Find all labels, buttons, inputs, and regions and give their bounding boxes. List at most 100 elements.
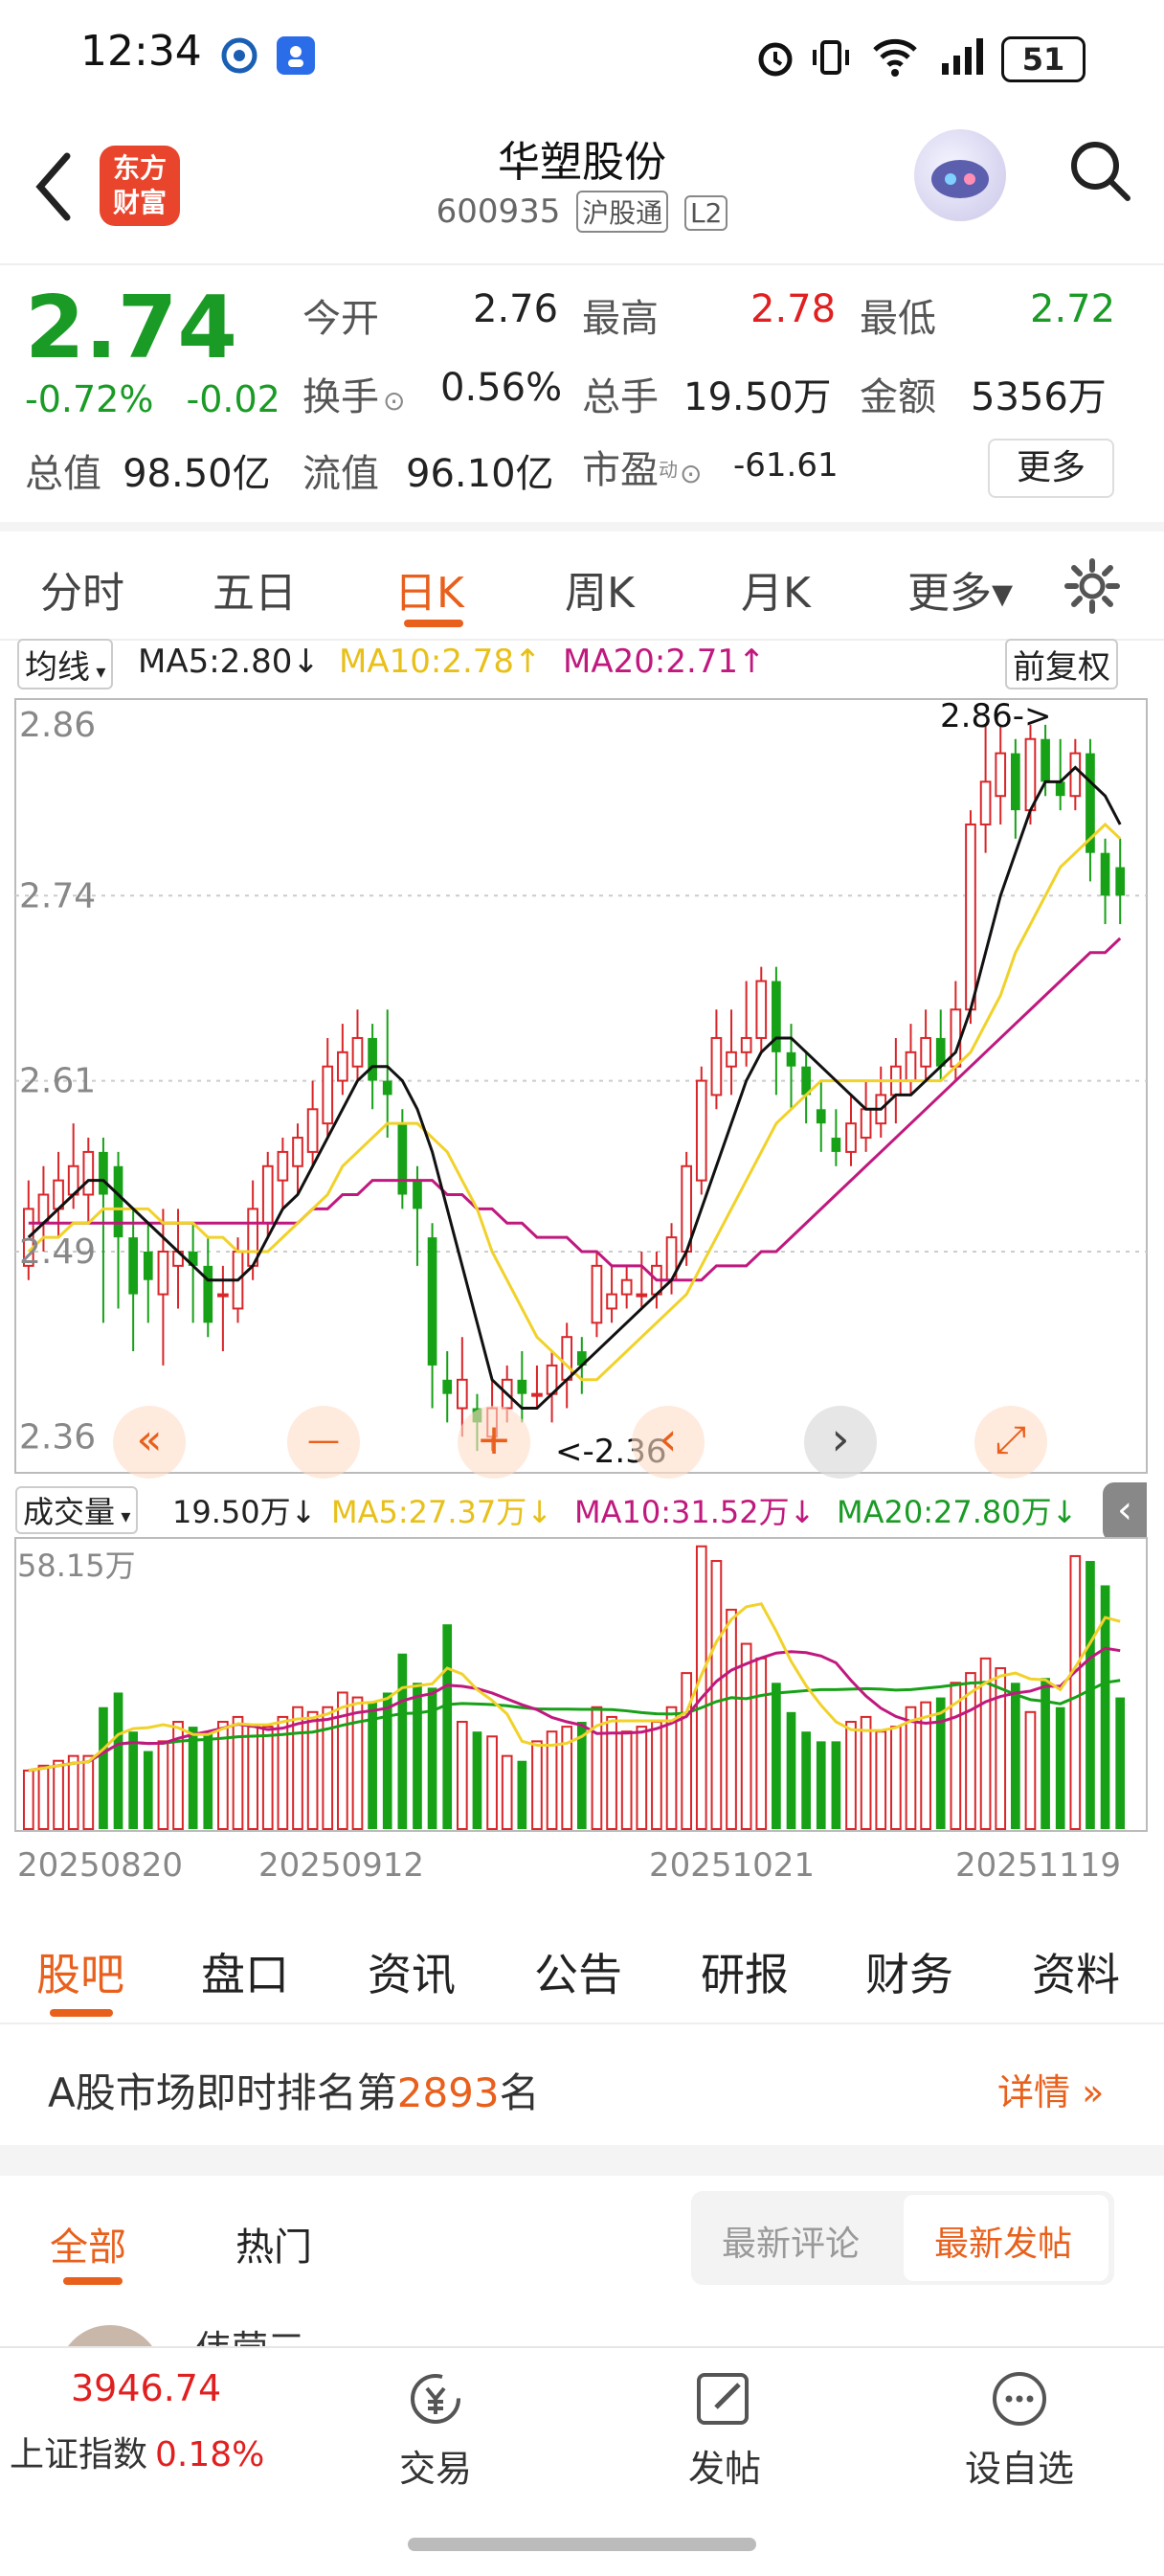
collapse-indicator-tab[interactable]: ‹ bbox=[1103, 1482, 1147, 1542]
tab-order-book[interactable]: 盘口 bbox=[201, 1949, 289, 2000]
volume-bar bbox=[67, 1754, 79, 1830]
candle-body bbox=[368, 1037, 377, 1081]
tab-announcements[interactable]: 公告 bbox=[534, 1949, 622, 2000]
volume-bar bbox=[261, 1726, 274, 1830]
chart-fullscreen-button[interactable]: ⤢ bbox=[974, 1406, 1047, 1479]
volume-selector[interactable]: 成交量 ▾ bbox=[15, 1486, 139, 1534]
search-icon[interactable] bbox=[1066, 137, 1133, 204]
candle-body bbox=[456, 1378, 468, 1410]
sort-active-chip bbox=[904, 2195, 1108, 2281]
candle-body bbox=[755, 980, 768, 1039]
volume-ma10: MA10:31.52万↓ bbox=[574, 1494, 816, 1530]
moving-average-lines bbox=[27, 765, 1122, 1411]
low-label: 最低 bbox=[860, 297, 936, 341]
volume-bar bbox=[561, 1726, 573, 1830]
post-button[interactable]: 发帖 bbox=[672, 2367, 777, 2492]
sort-latest-post[interactable]: 最新发帖 bbox=[934, 2225, 1073, 2264]
filter-all[interactable]: 全部 bbox=[50, 2226, 126, 2270]
float-value-label: 流值 bbox=[302, 452, 379, 496]
volume-bar bbox=[472, 1731, 482, 1829]
active-tab-indicator bbox=[404, 620, 463, 627]
volume-ma10-line bbox=[28, 1646, 1121, 1773]
volume-bar bbox=[546, 1730, 558, 1830]
candle-body bbox=[860, 1108, 872, 1140]
volume-bar bbox=[665, 1706, 678, 1830]
index-value[interactable]: 3946.74 bbox=[71, 2367, 222, 2409]
candle-body bbox=[442, 1379, 453, 1394]
back-arrow-icon[interactable] bbox=[29, 148, 77, 225]
index-name-row[interactable]: 上证指数 0.18% bbox=[10, 2435, 265, 2474]
tab-weekly-k[interactable]: 周K bbox=[565, 569, 635, 618]
candle-body bbox=[203, 1265, 213, 1323]
volume-bar bbox=[486, 1735, 498, 1830]
candle-body bbox=[217, 1293, 229, 1298]
filter-hot[interactable]: 热门 bbox=[235, 2226, 312, 2270]
tab-financials[interactable]: 财务 bbox=[865, 1949, 953, 2000]
adjust-price-selector[interactable]: 前复权 bbox=[1005, 639, 1118, 689]
volume-chart[interactable] bbox=[0, 1536, 1164, 1835]
volume-bar bbox=[306, 1710, 319, 1830]
settings-gear-icon[interactable] bbox=[1063, 556, 1122, 616]
volume-bar bbox=[442, 1624, 453, 1829]
chart-scroll-left-button[interactable]: ‹ bbox=[632, 1406, 705, 1479]
assistant-robot-icon[interactable] bbox=[914, 129, 1006, 221]
tab-daily-k[interactable]: 日K bbox=[394, 569, 464, 618]
stock-header: 东方 财富 华塑股份 600935 沪股通 L2 bbox=[0, 110, 1164, 265]
tab-profile[interactable]: 资料 bbox=[1032, 1949, 1120, 2000]
chart-scroll-right-button[interactable]: › bbox=[804, 1406, 877, 1479]
x-tick-2: 20250912 bbox=[258, 1846, 425, 1885]
current-price: 2.74 bbox=[25, 278, 238, 378]
candlestick-chart[interactable]: 2.86 2.74 2.61 2.49 2.36 bbox=[0, 689, 1164, 1475]
volume-bar bbox=[517, 1760, 527, 1829]
tab-more[interactable]: 更多▾ bbox=[907, 569, 1014, 618]
volume-bar bbox=[636, 1726, 648, 1830]
chart-zoom-out-button[interactable]: — bbox=[287, 1406, 360, 1479]
volume-bar bbox=[1010, 1683, 1020, 1829]
chart-zoom-in-button[interactable]: + bbox=[458, 1406, 530, 1479]
add-watchlist-button[interactable]: 设自选 bbox=[957, 2367, 1082, 2492]
volume-value: 19.50万 bbox=[683, 375, 832, 419]
more-quote-button[interactable]: 更多 bbox=[988, 439, 1114, 498]
high-annotation: 2.86-> bbox=[940, 697, 1052, 735]
tab-monthly-k[interactable]: 月K bbox=[741, 569, 811, 618]
app-notification-icon bbox=[221, 37, 257, 74]
volume-bar bbox=[37, 1764, 50, 1830]
edit-icon bbox=[697, 2373, 749, 2425]
y-tick-label: 2.49 bbox=[19, 1232, 96, 1272]
market-rank-bar[interactable]: A股市场即时排名第2893名 详情 » bbox=[0, 2022, 1164, 2145]
stock-code-row: 600935 沪股通 L2 bbox=[0, 191, 1164, 233]
candle-body bbox=[950, 1008, 962, 1068]
volume-bar bbox=[413, 1683, 422, 1829]
tab-forum[interactable]: 股吧 bbox=[36, 1949, 124, 2000]
section-divider bbox=[0, 2145, 1164, 2176]
candle-body bbox=[517, 1379, 527, 1394]
candle-body bbox=[561, 1336, 573, 1381]
tab-five-day[interactable]: 五日 bbox=[213, 569, 297, 618]
tab-news[interactable]: 资讯 bbox=[368, 1949, 456, 2000]
volume-bar bbox=[905, 1706, 917, 1830]
volume-bar bbox=[576, 1722, 587, 1829]
candle-body bbox=[995, 752, 1007, 798]
tab-research[interactable]: 研报 bbox=[701, 1949, 789, 2000]
sort-latest-comment[interactable]: 最新评论 bbox=[722, 2225, 861, 2264]
total-value-row: 总值 98.50亿 bbox=[25, 442, 271, 498]
shanghai-connect-tag: 沪股通 bbox=[576, 191, 669, 233]
high-label: 最高 bbox=[582, 297, 659, 341]
candle-body bbox=[82, 1150, 95, 1196]
home-indicator[interactable] bbox=[408, 2538, 756, 2551]
rank-detail-link[interactable]: 详情 » bbox=[997, 2071, 1105, 2113]
post-username[interactable]: 伟营三 bbox=[195, 2319, 304, 2346]
amount-label: 金额 bbox=[860, 375, 936, 419]
volume-bar bbox=[217, 1721, 229, 1831]
ma-selector[interactable]: 均线 ▾ bbox=[17, 639, 114, 689]
trade-button[interactable]: 交易 bbox=[383, 2367, 488, 2492]
volume-bar bbox=[740, 1642, 752, 1830]
chart-scroll-start-button[interactable]: « bbox=[113, 1406, 186, 1479]
volume-bar bbox=[860, 1715, 872, 1830]
tab-intraday[interactable]: 分时 bbox=[40, 569, 124, 618]
pe-value: -61.61 bbox=[733, 446, 839, 485]
trade-label: 交易 bbox=[398, 2448, 472, 2490]
price-axis-labels: 2.86 2.74 2.61 2.49 2.36 bbox=[19, 706, 96, 1457]
total-value: 98.50亿 bbox=[123, 452, 271, 496]
volume-bar bbox=[979, 1657, 992, 1830]
